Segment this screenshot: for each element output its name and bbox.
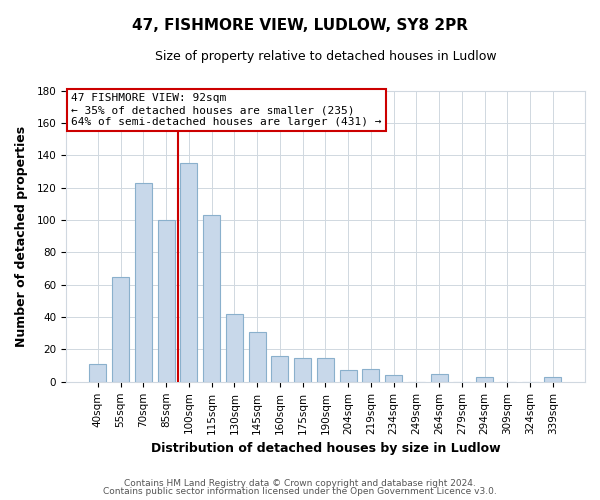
X-axis label: Distribution of detached houses by size in Ludlow: Distribution of detached houses by size … (151, 442, 500, 455)
Bar (271, 356, 289, 382)
Bar (226, 314, 243, 382)
Text: 47 FISHMORE VIEW: 92sqm
← 35% of detached houses are smaller (235)
64% of semi-d: 47 FISHMORE VIEW: 92sqm ← 35% of detache… (71, 94, 382, 126)
Bar (203, 215, 220, 382)
Bar (112, 276, 129, 382)
Bar (181, 164, 197, 382)
Bar (294, 358, 311, 382)
Bar (544, 377, 562, 382)
Title: Size of property relative to detached houses in Ludlow: Size of property relative to detached ho… (155, 50, 496, 63)
Bar (135, 183, 152, 382)
Bar (317, 358, 334, 382)
Bar (340, 370, 356, 382)
Bar (385, 376, 402, 382)
Text: 47, FISHMORE VIEW, LUDLOW, SY8 2PR: 47, FISHMORE VIEW, LUDLOW, SY8 2PR (132, 18, 468, 32)
Bar (431, 374, 448, 382)
Text: Contains public sector information licensed under the Open Government Licence v3: Contains public sector information licen… (103, 487, 497, 496)
Bar (476, 377, 493, 382)
Bar (248, 332, 266, 382)
Bar (158, 220, 175, 382)
Bar (89, 364, 106, 382)
Y-axis label: Number of detached properties: Number of detached properties (15, 126, 28, 347)
Bar (362, 369, 379, 382)
Text: Contains HM Land Registry data © Crown copyright and database right 2024.: Contains HM Land Registry data © Crown c… (124, 478, 476, 488)
